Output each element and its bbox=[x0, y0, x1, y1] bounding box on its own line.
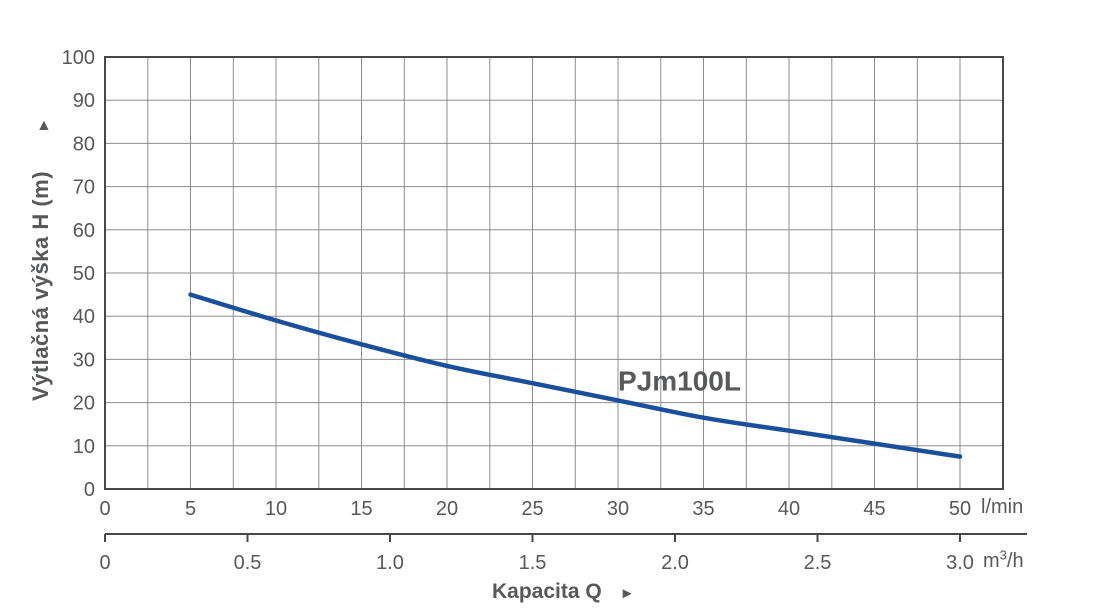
y-tick-label: 60 bbox=[73, 220, 95, 242]
x-axis-label: Kapacita Q bbox=[492, 580, 602, 603]
y-tick-label: 0 bbox=[84, 479, 95, 501]
unit-m3h-rest: /h bbox=[1006, 550, 1024, 572]
right-arrow-icon: ► bbox=[619, 584, 635, 602]
x-tick-label-lmin: 0 bbox=[99, 498, 110, 520]
x-tick-label-m3h: 1.5 bbox=[519, 552, 547, 574]
up-arrow-icon: ▲ bbox=[36, 117, 52, 134]
x-tick-label-m3h: 0.5 bbox=[234, 552, 262, 574]
x-tick-label-m3h: 2.5 bbox=[804, 552, 832, 574]
unit-m3-per-h: m3/h bbox=[983, 547, 1024, 573]
x-tick-label-lmin: 25 bbox=[521, 498, 543, 520]
x-tick-label-m3h: 1.0 bbox=[376, 552, 404, 574]
unit-l-per-min: l/min bbox=[981, 496, 1024, 518]
y-axis-label: Výtlačná výška H (m) bbox=[28, 170, 53, 402]
plot-frame bbox=[104, 56, 1004, 490]
x-tick-label-lmin: 5 bbox=[185, 498, 196, 520]
y-tick-label: 30 bbox=[73, 349, 95, 371]
unit-m3h-base: m bbox=[983, 550, 1000, 572]
x-tick-label-lmin: 10 bbox=[265, 498, 287, 520]
unit-m3h-superscript: 3 bbox=[999, 547, 1007, 563]
y-tick-label: 50 bbox=[73, 263, 95, 285]
y-tick-label: 80 bbox=[73, 133, 95, 155]
x-tick-label-lmin: 45 bbox=[863, 498, 885, 520]
x-tick-label-m3h: 2.0 bbox=[661, 552, 689, 574]
pump-curve bbox=[188, 292, 963, 459]
y-tick-label: 20 bbox=[73, 393, 95, 415]
x-tick-label-m3h: 0 bbox=[99, 552, 110, 574]
x-tick-label-lmin: 15 bbox=[350, 498, 372, 520]
gridlines bbox=[105, 57, 1003, 489]
x-tick-label-lmin: 40 bbox=[778, 498, 800, 520]
curve-label: PJm100L bbox=[618, 366, 741, 397]
x-tick-label-lmin: 35 bbox=[692, 498, 714, 520]
y-tick-label: 100 bbox=[62, 47, 95, 69]
y-tick-label: 10 bbox=[73, 436, 95, 458]
x-tick-label-m3h: 3.0 bbox=[946, 552, 974, 574]
x-tick-label-lmin: 20 bbox=[436, 498, 458, 520]
x-tick-label-lmin: 50 bbox=[949, 498, 971, 520]
x-tick-label-lmin: 30 bbox=[607, 498, 629, 520]
y-tick-label: 90 bbox=[73, 90, 95, 112]
secondary-axis bbox=[104, 533, 1027, 542]
y-tick-label: 40 bbox=[73, 306, 95, 328]
x-axis-title: Kapacita Q ► bbox=[492, 580, 635, 604]
y-tick-label: 70 bbox=[73, 177, 95, 199]
